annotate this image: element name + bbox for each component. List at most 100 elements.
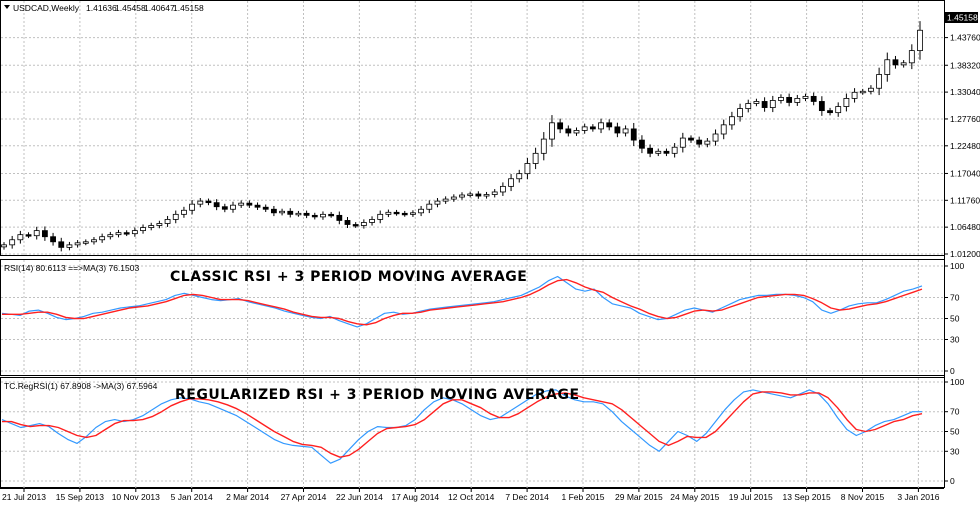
candle	[769, 95, 776, 113]
price-header: USDCAD,Weekly 1.41636 1.45458 1.40647 1.…	[4, 3, 204, 13]
candle	[917, 21, 923, 60]
candle	[320, 211, 326, 220]
x-tick-label: 12 Oct 2014	[448, 492, 495, 502]
x-tick-label: 27 Apr 2014	[281, 492, 327, 502]
candle	[565, 125, 572, 137]
candle	[181, 206, 187, 218]
candle	[884, 52, 891, 82]
candle	[311, 212, 318, 220]
candle	[663, 148, 670, 157]
candle	[1, 242, 7, 250]
candle	[287, 208, 294, 218]
candle	[164, 215, 171, 227]
dropdown-arrow-icon[interactable]	[4, 5, 10, 9]
candle	[360, 219, 367, 229]
candle	[671, 143, 678, 158]
candle	[712, 129, 719, 146]
oscillator-line	[2, 278, 923, 326]
candle	[499, 182, 506, 196]
candle	[892, 55, 899, 69]
candle	[50, 232, 56, 246]
candle	[140, 224, 146, 234]
candle	[704, 138, 711, 148]
y-tick-label: 1.06480	[950, 222, 980, 232]
candle	[851, 88, 858, 103]
candle	[393, 209, 400, 216]
x-tick-label: 13 Sep 2015	[782, 492, 830, 502]
candle	[99, 233, 106, 243]
y-tick-label: 100	[950, 377, 964, 387]
y-tick-label: 30	[950, 335, 960, 345]
ohlc-close: 1.45158	[173, 3, 204, 13]
ohlc-open: 1.41636	[86, 3, 117, 13]
candle	[410, 210, 416, 217]
candle	[573, 127, 580, 136]
candle	[156, 220, 163, 229]
candle	[270, 205, 277, 217]
candle	[82, 239, 89, 246]
candle	[794, 94, 801, 106]
candle	[401, 210, 408, 217]
price-pane-frame	[0, 0, 945, 256]
candle	[720, 119, 727, 140]
candle	[148, 222, 155, 231]
candle	[868, 85, 874, 95]
candle	[9, 235, 16, 249]
candle	[598, 118, 604, 134]
oscillator-line	[1, 275, 923, 328]
candle	[230, 201, 236, 213]
candle	[737, 103, 743, 122]
regrsi-annotation: REGULARIZED RSI + 3 PERIOD MOVING AVERAG…	[175, 387, 580, 403]
candle	[336, 211, 343, 225]
current-price-tag	[945, 12, 978, 23]
x-tick-label: 2 Mar 2014	[226, 492, 269, 502]
y-tick-label: 100	[950, 261, 964, 271]
candle	[91, 237, 97, 245]
y-tick-label: 50	[950, 314, 960, 324]
candle	[369, 216, 375, 226]
current-price-label: 1.45158	[947, 13, 978, 23]
candle	[459, 192, 465, 200]
x-tick-label: 10 Nov 2013	[112, 492, 160, 502]
x-tick-label: 24 May 2015	[670, 492, 719, 502]
candle	[475, 191, 482, 199]
candle	[827, 107, 833, 116]
candle	[418, 205, 425, 217]
candle	[753, 98, 760, 107]
y-tick-label: 50	[950, 427, 960, 437]
candle	[516, 169, 523, 183]
candle	[540, 132, 547, 161]
candle	[557, 118, 564, 134]
ohlc-high: 1.45458	[115, 3, 146, 13]
rsi-series	[1, 275, 923, 328]
y-tick-label: 1.22480	[950, 141, 980, 151]
candle	[630, 122, 637, 147]
candle	[639, 135, 645, 154]
candle	[221, 203, 228, 213]
candle	[426, 200, 433, 214]
candle	[900, 60, 907, 68]
candlesticks	[1, 21, 923, 252]
candle	[377, 210, 384, 224]
candle	[835, 102, 842, 117]
candle	[33, 226, 40, 240]
y-tick-label: 1.43760	[950, 33, 980, 43]
candle	[802, 93, 809, 102]
regrsi-pane-frame	[0, 377, 945, 488]
candle	[843, 93, 850, 112]
y-tick-label: 1.01200	[950, 249, 980, 259]
candle	[647, 144, 654, 158]
candle	[189, 200, 196, 215]
y-tick-label: 1.27760	[950, 114, 980, 124]
candle	[352, 222, 359, 228]
candle	[246, 200, 253, 208]
candle	[688, 135, 694, 143]
candle	[532, 147, 539, 170]
candle	[344, 216, 351, 228]
candle	[115, 229, 122, 238]
x-tick-label: 1 Feb 2015	[561, 492, 604, 502]
x-tick-label: 15 Sep 2013	[56, 492, 104, 502]
y-tick-label: 0	[950, 476, 955, 486]
